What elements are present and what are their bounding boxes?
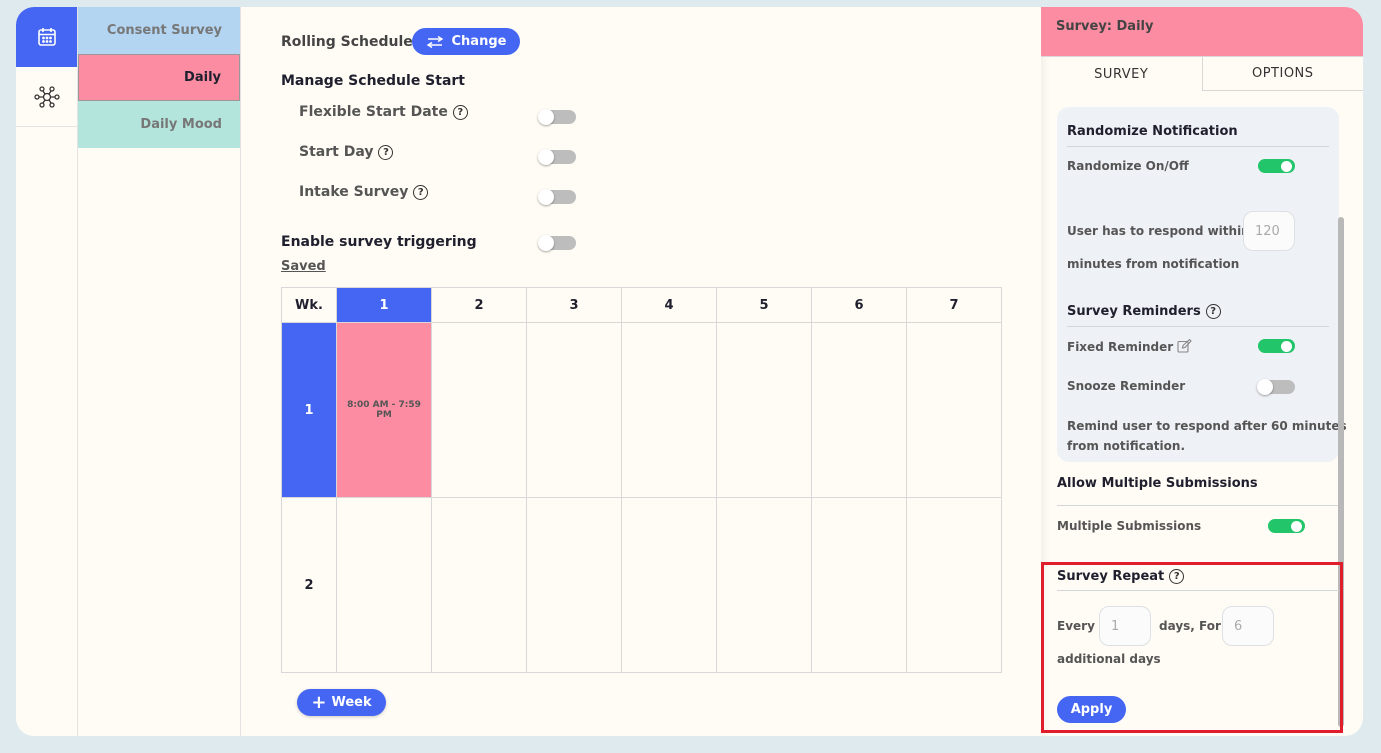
snooze-reminder-label: Snooze Reminder <box>1067 379 1186 393</box>
survey-list: Consent Survey Daily Daily Mood <box>78 7 241 736</box>
add-week-button[interactable]: + Week <box>297 689 386 716</box>
reminders-title: Survey Reminders? <box>1067 304 1221 319</box>
panel-scrollbar[interactable] <box>1338 217 1344 727</box>
additional-days-label: additional days <box>1057 652 1161 666</box>
respond-within-label: User has to respond within <box>1067 224 1250 238</box>
change-button[interactable]: Change <box>412 28 520 55</box>
grid-cell[interactable] <box>431 497 527 673</box>
fixed-reminder-toggle[interactable] <box>1258 339 1295 353</box>
survey-item-consent[interactable]: Consent Survey <box>78 7 240 54</box>
grid-cell[interactable] <box>811 322 907 498</box>
tab-survey[interactable]: SURVEY <box>1041 56 1203 91</box>
day-header: 1 <box>336 287 432 323</box>
multiple-submissions-toggle[interactable] <box>1268 519 1305 533</box>
fixed-reminder-label: Fixed Reminder <box>1067 338 1193 354</box>
multiple-submissions-label: Multiple Submissions <box>1057 519 1202 533</box>
flexible-start-text: Flexible Start Date <box>299 104 448 120</box>
help-icon[interactable]: ? <box>452 105 468 120</box>
grid-cell[interactable] <box>716 322 812 498</box>
grid-cell[interactable] <box>811 497 907 673</box>
start-day-text: Start Day <box>299 144 374 160</box>
schedule-grid: Wk. 1 2 3 4 5 6 7 1 8:00 AM - 7:59 PM <box>281 287 1002 673</box>
minutes-from-label: minutes from notification <box>1067 257 1240 271</box>
every-days-input[interactable]: 1 <box>1099 606 1151 646</box>
grid-cell[interactable] <box>621 497 717 673</box>
grid-header-row: Wk. 1 2 3 4 5 6 7 <box>281 287 1002 323</box>
fixed-reminder-text: Fixed Reminder <box>1067 340 1174 354</box>
network-icon <box>33 85 60 108</box>
help-icon[interactable]: ? <box>378 145 394 160</box>
respond-within-input[interactable]: 120 <box>1243 211 1295 251</box>
panel-title: Survey: Daily <box>1041 7 1363 56</box>
remind-text-line1: Remind user to respond after 60 minutes <box>1067 419 1347 433</box>
intake-survey-label: Intake Survey? <box>299 184 429 200</box>
rolling-schedule-label: Rolling Schedule <box>281 34 413 50</box>
grid-cell[interactable] <box>526 322 622 498</box>
every-label: Every <box>1057 619 1095 633</box>
randomize-title: Randomize Notification <box>1067 124 1238 139</box>
calendar-icon <box>37 28 56 46</box>
day-header: 3 <box>526 287 622 323</box>
grid-cell[interactable] <box>431 322 527 498</box>
week-row: 2 <box>281 497 1002 673</box>
remind-text-line2: from notification. <box>1067 439 1186 453</box>
plus-icon: + <box>311 691 327 713</box>
change-label: Change <box>451 34 507 49</box>
day-header: 6 <box>811 287 907 323</box>
add-week-label: Week <box>331 695 372 710</box>
additional-days-input[interactable]: 6 <box>1222 606 1274 646</box>
swap-icon <box>426 35 443 48</box>
week-label: 2 <box>281 497 337 673</box>
randomize-toggle[interactable] <box>1258 159 1295 173</box>
schedule-slot[interactable]: 8:00 AM - 7:59 PM <box>336 322 432 498</box>
flexible-start-label: Flexible Start Date? <box>299 104 468 120</box>
survey-repeat-text: Survey Repeat <box>1057 569 1165 584</box>
app-window: Consent Survey Daily Daily Mood Rolling … <box>16 7 1363 736</box>
day-header: 5 <box>716 287 812 323</box>
survey-repeat-title: Survey Repeat? <box>1057 569 1185 584</box>
grid-cell[interactable] <box>336 497 432 673</box>
manage-schedule-title: Manage Schedule Start <box>281 73 466 89</box>
week-row: 1 8:00 AM - 7:59 PM <box>281 322 1002 498</box>
flexible-start-toggle[interactable] <box>538 109 576 125</box>
week-column-header: Wk. <box>281 287 337 323</box>
saved-link[interactable]: Saved <box>281 259 326 274</box>
network-nav-button[interactable] <box>16 67 77 127</box>
tab-options[interactable]: OPTIONS <box>1202 56 1363 91</box>
days-for-label: days, For <box>1159 619 1221 633</box>
enable-triggering-label: Enable survey triggering <box>281 234 477 250</box>
notification-settings-card: Randomize Notification Randomize On/Off … <box>1057 107 1347 462</box>
help-icon[interactable]: ? <box>1205 304 1221 319</box>
edit-icon[interactable] <box>1177 338 1193 353</box>
start-day-label: Start Day? <box>299 144 394 160</box>
grid-cell[interactable] <box>906 497 1002 673</box>
start-day-toggle[interactable] <box>538 149 576 165</box>
survey-item-daily-mood[interactable]: Daily Mood <box>78 101 240 148</box>
reminders-title-text: Survey Reminders <box>1067 304 1201 319</box>
grid-cell[interactable] <box>526 497 622 673</box>
icon-rail <box>16 7 78 736</box>
intake-survey-text: Intake Survey <box>299 184 409 200</box>
randomize-label: Randomize On/Off <box>1067 159 1189 173</box>
calendar-nav-button[interactable] <box>16 7 77 67</box>
apply-button[interactable]: Apply <box>1057 696 1126 723</box>
multiple-submissions-title: Allow Multiple Submissions <box>1057 476 1258 491</box>
help-icon[interactable]: ? <box>413 185 429 200</box>
enable-triggering-toggle[interactable] <box>538 235 576 251</box>
grid-cell[interactable] <box>716 497 812 673</box>
schedule-editor: Rolling Schedule Change Manage Schedule … <box>241 7 1041 736</box>
panel-tabs: SURVEY OPTIONS <box>1041 56 1363 91</box>
day-header: 2 <box>431 287 527 323</box>
grid-cell[interactable] <box>621 322 717 498</box>
survey-item-daily[interactable]: Daily <box>78 54 240 101</box>
day-header: 4 <box>621 287 717 323</box>
grid-cell[interactable] <box>906 322 1002 498</box>
snooze-reminder-toggle[interactable] <box>1257 379 1295 395</box>
week-label: 1 <box>281 322 337 498</box>
survey-options-panel: Survey: Daily SURVEY OPTIONS Randomize N… <box>1041 7 1363 736</box>
help-icon[interactable]: ? <box>1169 569 1185 584</box>
intake-survey-toggle[interactable] <box>538 189 576 205</box>
day-header: 7 <box>906 287 1002 323</box>
